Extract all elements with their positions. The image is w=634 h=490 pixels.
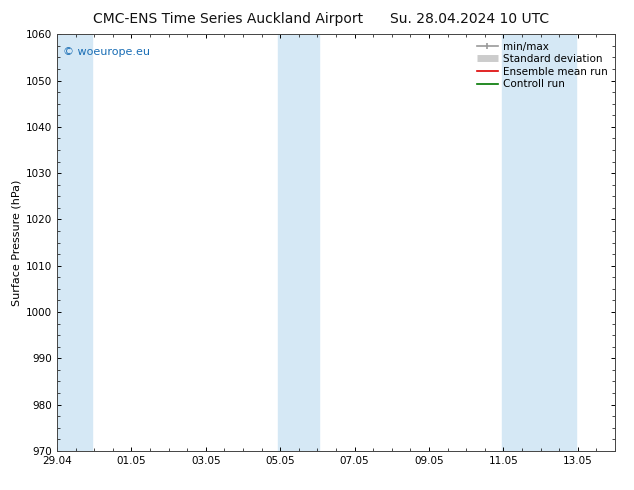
Y-axis label: Surface Pressure (hPa): Surface Pressure (hPa) [12,179,22,306]
Legend: min/max, Standard deviation, Ensemble mean run, Controll run: min/max, Standard deviation, Ensemble me… [475,40,610,92]
Text: © woeurope.eu: © woeurope.eu [63,47,150,57]
Bar [55,34,93,451]
Text: CMC-ENS Time Series Auckland Airport: CMC-ENS Time Series Auckland Airport [93,12,363,26]
Bar [278,34,320,451]
Bar [501,34,576,451]
Text: Su. 28.04.2024 10 UTC: Su. 28.04.2024 10 UTC [390,12,548,26]
